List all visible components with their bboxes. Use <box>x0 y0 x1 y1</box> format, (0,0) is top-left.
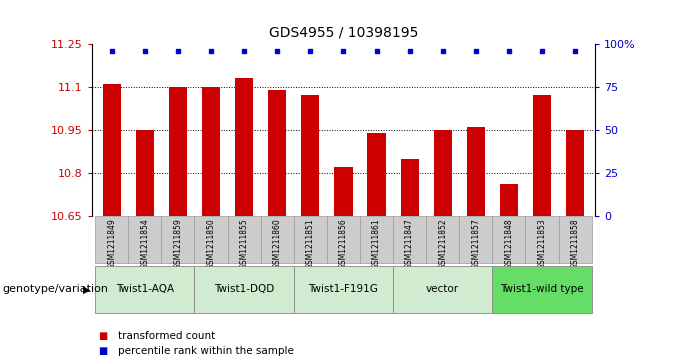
Text: GSM1211852: GSM1211852 <box>438 218 447 269</box>
Text: percentile rank within the sample: percentile rank within the sample <box>118 346 294 356</box>
Text: ■: ■ <box>99 331 108 341</box>
Bar <box>194 216 228 263</box>
Text: GSM1211854: GSM1211854 <box>140 218 150 269</box>
Text: Twist1-wild type: Twist1-wild type <box>500 285 584 294</box>
Bar <box>360 216 393 263</box>
Text: transformed count: transformed count <box>118 331 215 341</box>
Text: Twist1-F191G: Twist1-F191G <box>309 285 378 294</box>
Text: GSM1211858: GSM1211858 <box>571 218 579 269</box>
Text: GSM1211848: GSM1211848 <box>505 218 513 269</box>
Bar <box>367 132 386 216</box>
Bar <box>401 159 419 216</box>
Bar <box>129 216 161 263</box>
Text: Twist1-DQD: Twist1-DQD <box>214 285 274 294</box>
Bar <box>335 167 352 216</box>
Bar <box>268 90 286 216</box>
Bar <box>235 78 253 216</box>
Bar <box>533 95 551 216</box>
Bar <box>426 216 459 263</box>
Text: GSM1211861: GSM1211861 <box>372 218 381 269</box>
Text: genotype/variation: genotype/variation <box>2 285 108 294</box>
Bar <box>294 216 327 263</box>
Bar <box>393 266 492 313</box>
Text: GSM1211853: GSM1211853 <box>537 218 547 269</box>
Text: ▶: ▶ <box>83 285 90 294</box>
Text: GSM1211856: GSM1211856 <box>339 218 348 269</box>
Text: Twist1-AQA: Twist1-AQA <box>116 285 174 294</box>
Bar <box>434 130 452 216</box>
Bar <box>161 216 194 263</box>
Bar <box>228 216 260 263</box>
Bar <box>558 216 592 263</box>
Bar <box>202 87 220 216</box>
Text: GSM1211850: GSM1211850 <box>207 218 216 269</box>
Text: GSM1211847: GSM1211847 <box>405 218 414 269</box>
Bar <box>459 216 492 263</box>
Bar <box>194 266 294 313</box>
Bar <box>103 84 121 216</box>
Bar <box>301 95 320 216</box>
Text: GSM1211851: GSM1211851 <box>306 218 315 269</box>
Text: vector: vector <box>426 285 459 294</box>
Bar <box>566 130 584 216</box>
Bar <box>466 127 485 216</box>
Text: GSM1211855: GSM1211855 <box>239 218 249 269</box>
Text: GSM1211859: GSM1211859 <box>173 218 182 269</box>
Text: GSM1211857: GSM1211857 <box>471 218 480 269</box>
Bar <box>95 266 194 313</box>
Text: GSM1211849: GSM1211849 <box>107 218 116 269</box>
Text: GSM1211860: GSM1211860 <box>273 218 282 269</box>
Bar <box>526 216 558 263</box>
Bar <box>260 216 294 263</box>
Bar <box>492 216 526 263</box>
Bar <box>327 216 360 263</box>
Bar <box>294 266 393 313</box>
Bar <box>492 266 592 313</box>
Bar <box>393 216 426 263</box>
Bar <box>95 216 129 263</box>
Text: ■: ■ <box>99 346 108 356</box>
Bar <box>500 184 518 216</box>
Bar <box>169 87 187 216</box>
Bar <box>136 130 154 216</box>
Title: GDS4955 / 10398195: GDS4955 / 10398195 <box>269 26 418 40</box>
